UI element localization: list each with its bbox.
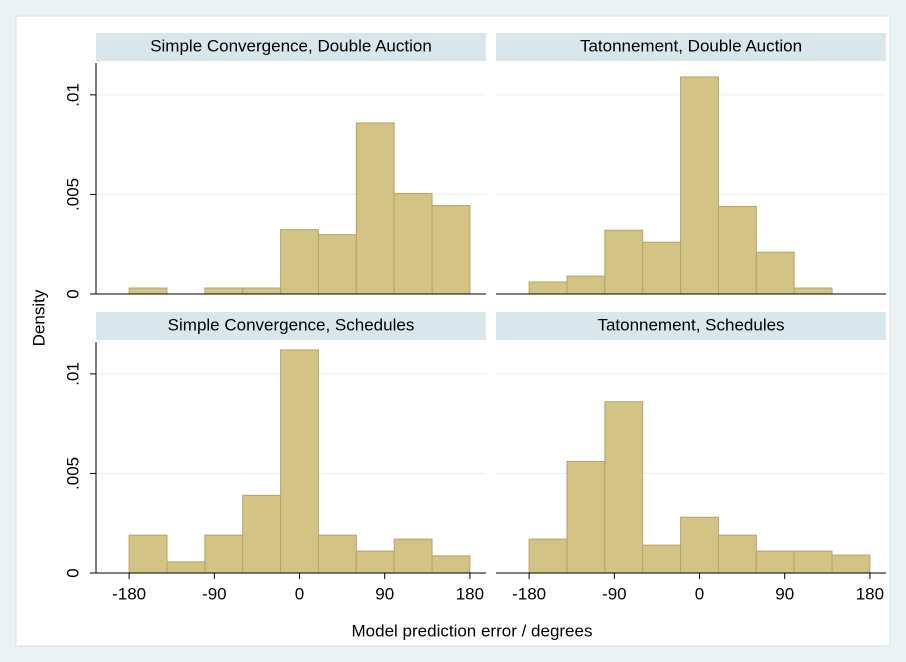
x-tick-label: -180 [112, 584, 146, 603]
bar [166, 561, 206, 574]
bar [128, 287, 168, 295]
bar [393, 538, 433, 574]
x-tick-label: 180 [856, 584, 884, 603]
bar [642, 241, 682, 295]
panel-title: Tatonnement, Schedules [597, 315, 784, 334]
strip [496, 312, 886, 340]
panel-title: Tatonnement, Double Auction [580, 36, 802, 55]
x-tick-label: 90 [375, 584, 394, 603]
x-tick-label: -90 [202, 584, 227, 603]
bar [355, 122, 395, 295]
bar [793, 287, 833, 295]
bar [280, 349, 319, 574]
x-tick-label: 0 [695, 584, 704, 603]
bar [604, 401, 644, 574]
bar [317, 534, 357, 574]
bar [528, 281, 568, 295]
bar [793, 550, 833, 574]
y-tick-label: .01 [63, 362, 82, 386]
x-tick-label: -90 [602, 584, 627, 603]
bar [642, 544, 682, 574]
bar [566, 275, 606, 295]
strip [96, 33, 486, 61]
y-tick-label: .01 [63, 83, 82, 107]
bar [355, 550, 395, 574]
x-tick-label: 90 [775, 584, 794, 603]
bar [431, 205, 471, 295]
panel-title: Simple Convergence, Schedules [168, 315, 415, 334]
y-axis-label: Density [29, 289, 48, 346]
bar [680, 516, 719, 574]
bar [242, 287, 282, 295]
x-tick-label: -180 [512, 584, 546, 603]
bar [317, 234, 357, 295]
bar [204, 287, 244, 295]
bar [566, 460, 606, 574]
bar [280, 229, 319, 295]
bar [717, 205, 757, 295]
y-tick-label: 0 [63, 289, 82, 298]
bar [755, 251, 795, 295]
bar [755, 550, 795, 574]
y-tick-label: .005 [63, 178, 82, 211]
x-axis-label: Model prediction error / degrees [352, 621, 593, 640]
strip [496, 33, 886, 61]
bar [128, 534, 168, 574]
strip [96, 312, 486, 340]
y-tick-label: .005 [63, 457, 82, 490]
bar [431, 555, 471, 574]
panel-title: Simple Convergence, Double Auction [150, 36, 432, 55]
bar [831, 554, 871, 574]
bar [204, 534, 244, 574]
bar [604, 229, 644, 295]
x-tick-label: 180 [456, 584, 484, 603]
bar [528, 538, 568, 574]
y-tick-label: 0 [63, 568, 82, 577]
x-tick-label: 0 [295, 584, 304, 603]
bar [242, 494, 282, 574]
bar [393, 192, 433, 295]
bar [680, 76, 719, 295]
bar [717, 534, 757, 574]
